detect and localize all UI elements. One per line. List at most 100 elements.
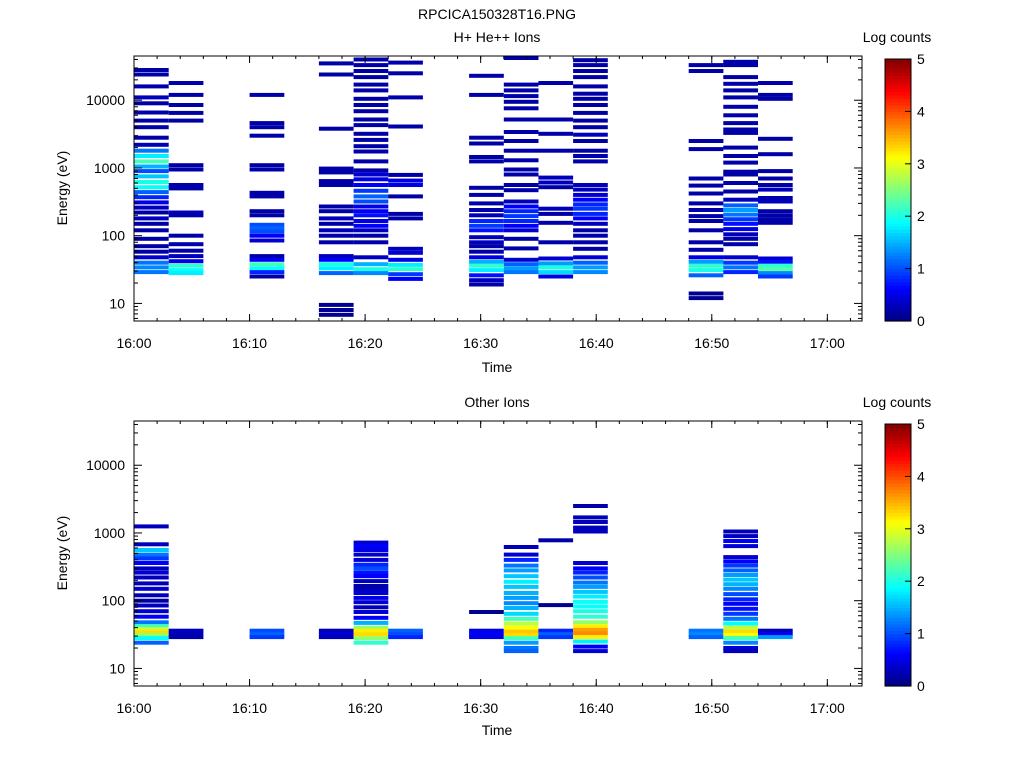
colorbar-segment — [885, 219, 911, 224]
colorbar-segment — [885, 656, 911, 661]
heatmap-cell — [469, 268, 504, 273]
colorbar-segment — [885, 518, 911, 523]
colorbar-segment — [885, 196, 911, 201]
colorbar-segment — [885, 212, 911, 217]
heatmap-cell — [318, 240, 354, 245]
heatmap-cell — [134, 593, 169, 598]
colorbar-segment — [885, 134, 911, 139]
heatmap-cell — [758, 220, 793, 225]
colorbar-segment — [885, 304, 911, 309]
heatmap-cell — [503, 545, 539, 549]
heatmap-cell — [469, 92, 504, 97]
heatmap-cell — [503, 228, 539, 233]
colorbar-segment — [885, 98, 911, 103]
heatmap-cell — [688, 291, 724, 296]
colorbar-segment — [885, 72, 911, 76]
heatmap-cell — [573, 139, 608, 143]
heatmap-cell — [723, 563, 758, 568]
heatmap-cell — [249, 209, 285, 214]
heatmap-cell — [573, 211, 608, 216]
heatmap-cell — [134, 210, 169, 215]
colorbar-segment — [885, 427, 911, 432]
heatmap-cell — [503, 568, 539, 573]
heatmap-cell — [388, 178, 423, 183]
heatmap-cell — [723, 586, 758, 591]
heatmap-cell — [353, 579, 389, 584]
heatmap-cell — [353, 219, 389, 223]
heatmap-cell — [353, 172, 389, 177]
heatmap-cell — [134, 603, 169, 608]
y-tick-label: 10000 — [86, 92, 125, 108]
heatmap-cell — [388, 262, 423, 267]
heatmap-cell — [388, 183, 423, 187]
colorbar-tick-label: 0 — [917, 678, 925, 694]
heatmap-cell — [134, 586, 169, 591]
heatmap-cell — [723, 242, 758, 247]
colorbar-segment — [885, 291, 911, 296]
colorbar-segment — [885, 85, 911, 90]
heatmap-cell — [469, 223, 504, 228]
colorbar-segment — [885, 91, 911, 96]
heatmap-cell — [688, 208, 724, 212]
colorbar-segment — [885, 78, 911, 83]
heatmap-cell — [723, 616, 758, 621]
heatmap-cell — [469, 282, 504, 287]
colorbar-segment — [885, 114, 911, 119]
heatmap-cell — [318, 166, 354, 171]
colorbar-segment — [885, 167, 911, 171]
heatmap-cell — [503, 646, 539, 650]
heatmap-cell — [688, 273, 724, 278]
colorbar-segment — [885, 153, 911, 158]
heatmap-cell — [758, 169, 793, 174]
heatmap-cell — [758, 274, 793, 279]
colorbar-segment — [885, 124, 911, 129]
heatmap-cell — [134, 552, 169, 557]
colorbar-segment — [885, 577, 911, 582]
heatmap-cell — [249, 229, 285, 234]
heatmap-cell — [688, 201, 724, 206]
colorbar-segment — [885, 278, 911, 283]
heatmap-cell — [723, 75, 758, 80]
heatmap-cell — [573, 216, 608, 221]
heatmap-cell — [249, 238, 285, 243]
heatmap-cell — [469, 185, 504, 190]
colorbar-segment — [885, 672, 911, 677]
colorbar-segment — [885, 568, 911, 572]
heatmap-cell — [134, 236, 169, 241]
heatmap-cell — [388, 276, 423, 281]
heatmap-cell — [388, 172, 423, 177]
x-tick-label: 16:30 — [463, 700, 498, 716]
colorbar-label: Log counts — [863, 29, 932, 45]
heatmap-cell — [723, 208, 758, 212]
heatmap-cell — [573, 228, 608, 233]
heatmap-cell — [723, 154, 758, 158]
heatmap-cell — [134, 169, 169, 174]
colorbar-segment — [885, 551, 911, 556]
heatmap-cell — [353, 57, 389, 62]
colorbar-segment — [885, 101, 911, 106]
heatmap-cell — [134, 633, 169, 638]
colorbar-segment — [885, 649, 911, 654]
heatmap-cell — [758, 92, 793, 97]
heatmap-cell — [318, 216, 354, 221]
heatmap-cell — [723, 63, 758, 68]
heatmap-cell — [573, 148, 608, 153]
heatmap-cell — [249, 233, 285, 238]
heatmap-cell — [318, 262, 354, 267]
heatmap-cell — [723, 555, 758, 560]
x-tick-label: 16:10 — [232, 335, 267, 351]
heatmap-cell — [503, 557, 539, 562]
heatmap-cell — [758, 152, 793, 157]
panel-other-ions: Other Ions Log counts Energy (eV) Time 1… — [54, 394, 931, 738]
heatmap-cell — [353, 620, 389, 625]
heatmap-cell — [688, 191, 724, 196]
heatmap-cell — [134, 609, 169, 614]
colorbar-segment — [885, 81, 911, 86]
colorbar-tick-label: 0 — [917, 313, 925, 329]
colorbar-segment — [885, 311, 911, 316]
heatmap-cell — [723, 582, 758, 587]
heatmap-cell — [538, 628, 574, 633]
heatmap-cell — [318, 233, 354, 238]
colorbar-segment — [885, 659, 911, 664]
